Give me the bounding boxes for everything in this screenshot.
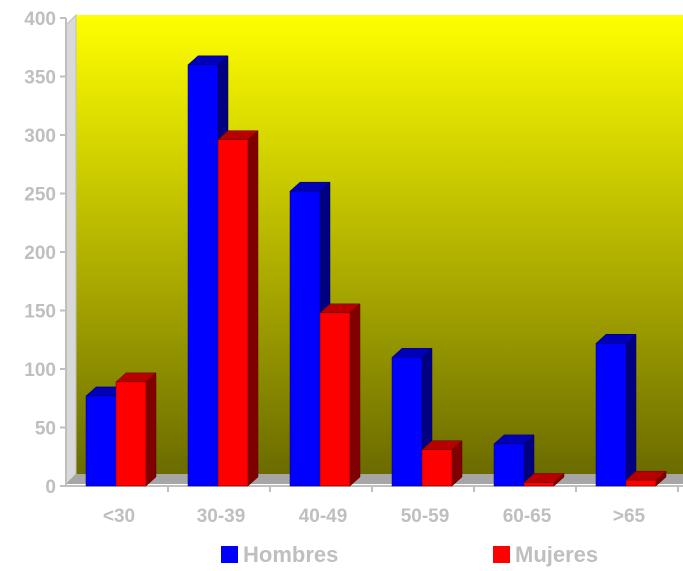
y-tick-label: 400	[24, 9, 56, 30]
legend-label: Hombres	[243, 542, 338, 567]
y-tick-label: 350	[24, 68, 56, 89]
bar-hombres	[595, 333, 637, 487]
bar-mujeres	[421, 440, 463, 487]
legend-swatch	[221, 546, 238, 563]
y-tick-label: 150	[24, 302, 56, 323]
x-tick-label: 30-39	[197, 506, 246, 527]
y-tick-label: 200	[24, 243, 56, 264]
x-tick-label: 40-49	[299, 506, 348, 527]
plot-floor	[66, 474, 683, 484]
bar-hombres	[493, 434, 535, 487]
legend-swatch	[493, 546, 510, 563]
y-tick-label: 300	[24, 126, 56, 147]
y-tick-label: 250	[24, 185, 56, 206]
plot-back-wall	[76, 15, 683, 474]
y-tick-label: 50	[35, 419, 56, 440]
x-tick-label: <30	[103, 506, 135, 527]
bar-mujeres	[319, 303, 361, 487]
bar-mujeres	[625, 470, 667, 487]
plot-side-wall	[65, 13, 77, 486]
bar-mujeres	[217, 130, 259, 487]
x-tick-label: 50-59	[401, 506, 450, 527]
bar-mujeres	[523, 472, 565, 487]
legend: Hombres Mujeres	[221, 542, 598, 567]
x-tick-label: 60-65	[503, 506, 552, 527]
y-tick-label: 100	[24, 360, 56, 381]
bar-mujeres	[115, 372, 157, 487]
legend-label: Mujeres	[515, 542, 598, 567]
y-tick-label: 0	[45, 477, 56, 498]
x-tick-label: >65	[613, 506, 646, 527]
